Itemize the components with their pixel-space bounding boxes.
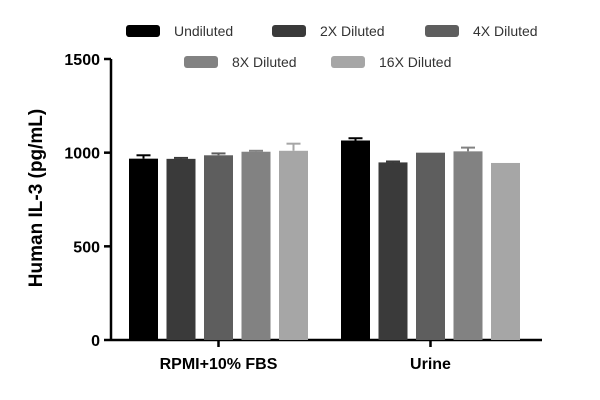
x-tick-label: Urine [410,356,451,373]
bar [491,162,520,340]
bar [129,158,158,340]
bars [129,137,520,340]
legend-label: Undiluted [174,23,233,39]
legend-swatch [331,56,365,68]
x-tick-label: RPMI+10% FBS [160,356,278,373]
legend-label: 4X Diluted [473,23,538,39]
legend-label: 16X Diluted [379,54,451,70]
bar [453,151,483,340]
bar [378,162,408,340]
legend-swatch [126,25,160,37]
bar [241,151,271,340]
bar [416,152,445,340]
y-tick-label: 500 [73,239,100,256]
y-tick-label: 1000 [64,146,100,163]
legend-label: 2X Diluted [320,23,385,39]
y-tick-label: 1500 [64,52,100,69]
bar [341,140,370,340]
bar [204,155,233,340]
bar [166,158,196,340]
legend: Undiluted 2X Diluted 4X Diluted 8X Diluted 1… [126,23,538,70]
legend-label: 8X Diluted [232,54,297,70]
y-axis-title: Human IL-3 (pg/mL) [26,109,47,287]
legend-swatch [184,56,218,68]
bar [279,150,308,340]
legend-swatch [425,25,459,37]
y-tick-label: 0 [91,333,100,350]
legend-swatch [272,25,306,37]
